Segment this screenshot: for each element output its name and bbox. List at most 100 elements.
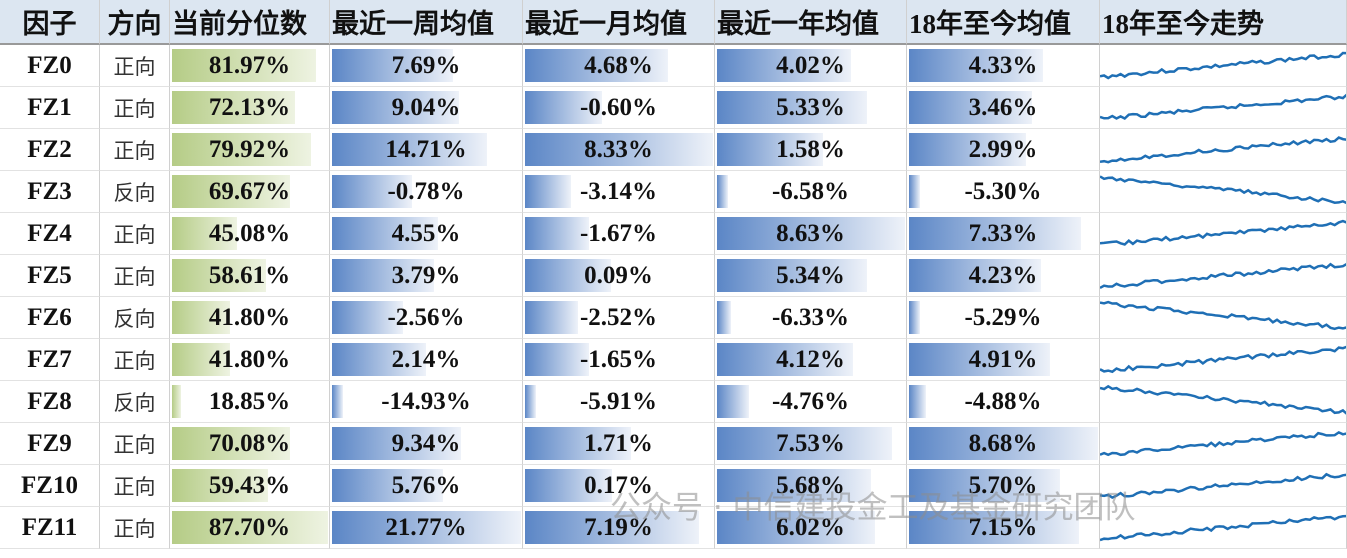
cell-text: 正向 (113, 516, 156, 541)
cell-text: 41.80% (208, 303, 291, 331)
value-cell: 58.61% (170, 255, 330, 297)
cell-text: 8.68% (968, 429, 1038, 457)
data-bar (909, 343, 1051, 376)
direction-cell: 正向 (100, 129, 170, 171)
data-bar (332, 343, 426, 376)
cell-text: 72.13% (208, 93, 291, 121)
data-bar (525, 175, 571, 208)
data-bar (172, 91, 295, 124)
value-cell: 0.17% (523, 465, 715, 507)
sparkline (1100, 135, 1346, 164)
value-cell: 69.67% (170, 171, 330, 213)
cell-text: FZ2 (27, 135, 72, 163)
data-bar (525, 259, 611, 292)
data-bar (525, 217, 589, 250)
header-cell: 方向 (100, 0, 170, 45)
data-bar (172, 427, 291, 460)
data-bar (332, 385, 344, 418)
cell-text: 70.08% (208, 429, 291, 457)
sparkline (1100, 219, 1346, 246)
cell-text: -2.56% (387, 303, 465, 331)
cell-text: -0.78% (387, 177, 465, 205)
data-bar (909, 91, 1032, 124)
cell-text: 14.71% (385, 135, 467, 163)
trend-line (1100, 430, 1346, 456)
cell-text: 5.68% (776, 471, 845, 499)
direction-cell: 正向 (100, 255, 170, 297)
direction-cell: 正向 (100, 213, 170, 255)
cell-text: FZ8 (27, 387, 72, 415)
cell-text: 4.55% (391, 219, 461, 247)
data-bar (909, 217, 1081, 250)
trend-cell (1100, 507, 1347, 549)
cell-text: 7.33% (968, 219, 1038, 247)
cell-text: 2.14% (391, 345, 461, 373)
value-cell: 18.85% (170, 381, 330, 423)
direction-cell: 反向 (100, 381, 170, 423)
data-bar (717, 49, 852, 82)
data-bar (909, 469, 1061, 502)
cell-text: -6.58% (771, 177, 850, 205)
sparkline (1100, 262, 1346, 289)
cell-text: -0.60% (579, 93, 658, 121)
value-cell: 1.58% (715, 129, 907, 171)
data-bar (172, 175, 290, 208)
value-cell: -14.93% (330, 381, 523, 423)
cell-text: 7.19% (584, 513, 653, 541)
value-cell: 2.99% (907, 129, 1100, 171)
sparkline (1100, 300, 1346, 330)
data-bar (909, 385, 926, 418)
value-cell: -1.65% (523, 339, 715, 381)
direction-cell: 正向 (100, 465, 170, 507)
value-cell: 70.08% (170, 423, 330, 465)
factor-cell: FZ10 (0, 465, 100, 507)
data-bar (717, 385, 750, 418)
cell-text: 1.58% (776, 135, 845, 163)
value-cell: 6.02% (715, 507, 907, 549)
header-cell: 18年至今均值 (907, 0, 1100, 45)
data-bar (717, 427, 893, 460)
cell-text: 2.99% (968, 135, 1038, 163)
cell-text: 0.09% (584, 261, 653, 289)
data-bar (172, 511, 328, 544)
data-bar (717, 175, 729, 208)
factor-cell: FZ4 (0, 213, 100, 255)
data-bar (717, 301, 732, 334)
value-cell: -2.56% (330, 297, 523, 339)
header-cell: 因子 (0, 0, 100, 45)
cell-text: 3.79% (391, 261, 461, 289)
value-cell: 9.34% (330, 423, 523, 465)
sparkline (1100, 93, 1346, 120)
trend-cell (1100, 255, 1347, 297)
cell-text: 4.23% (968, 261, 1038, 289)
factor-cell: FZ3 (0, 171, 100, 213)
cell-text: -3.14% (579, 177, 658, 205)
value-cell: 5.34% (715, 255, 907, 297)
cell-text: FZ1 (27, 93, 72, 121)
trend-cell (1100, 171, 1347, 213)
trend-cell (1100, 297, 1347, 339)
cell-text: FZ9 (27, 429, 72, 457)
data-bar (717, 91, 867, 124)
value-cell: 4.91% (907, 339, 1100, 381)
value-cell: 2.14% (330, 339, 523, 381)
cell-text: 反向 (113, 180, 156, 205)
trend-cell (1100, 339, 1347, 381)
sparkline (1100, 384, 1346, 415)
value-cell: 4.55% (330, 213, 523, 255)
direction-cell: 反向 (100, 171, 170, 213)
cell-text: 79.92% (208, 135, 291, 163)
value-cell: -4.76% (715, 381, 907, 423)
value-cell: 79.92% (170, 129, 330, 171)
cell-text: 5.76% (391, 471, 461, 499)
value-cell: 4.33% (907, 45, 1100, 87)
cell-text: 0.17% (584, 471, 653, 499)
cell-text: -2.52% (579, 303, 658, 331)
factor-cell: FZ5 (0, 255, 100, 297)
header-text: 方向 (107, 9, 162, 39)
value-cell: 7.53% (715, 423, 907, 465)
sparkline (1100, 174, 1346, 204)
factor-cell: FZ11 (0, 507, 100, 549)
trend-line (1100, 472, 1346, 499)
cell-text: -6.33% (771, 303, 850, 331)
